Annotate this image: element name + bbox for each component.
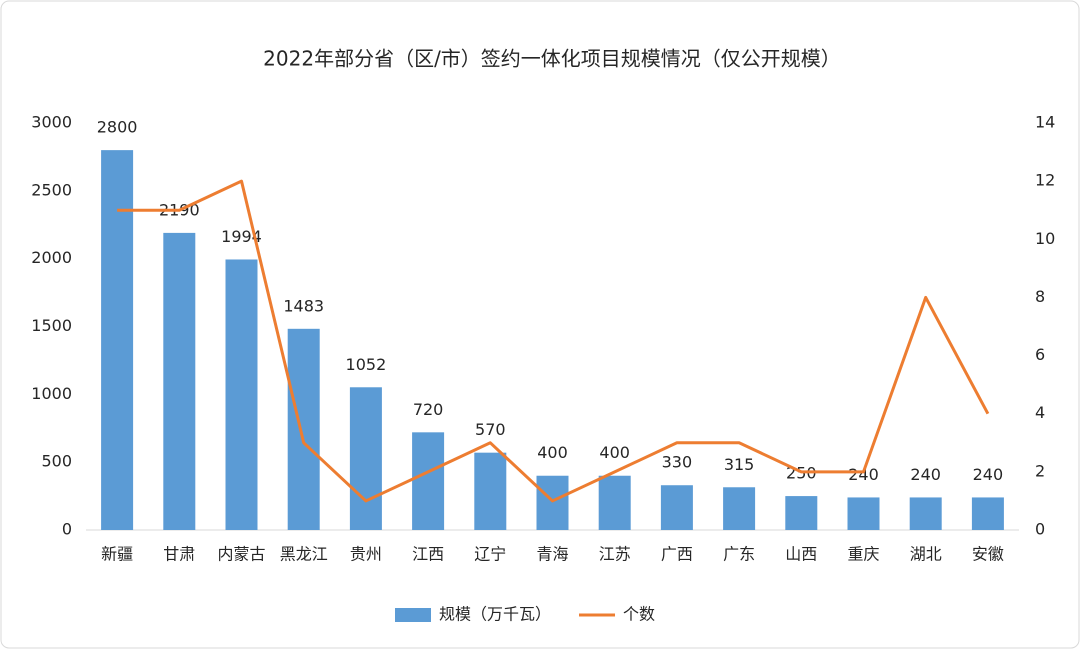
y2-tick-label: 8 (1035, 287, 1045, 306)
bar (349, 387, 382, 530)
legend-swatch (395, 608, 431, 622)
data-label: 1994 (221, 227, 262, 246)
y2-tick-label: 12 (1035, 171, 1055, 190)
bar (971, 497, 1004, 530)
x-tick-label: 安徽 (972, 545, 1004, 564)
x-tick-label: 湖北 (910, 545, 942, 564)
data-label: 720 (413, 400, 444, 419)
x-tick-label: 内蒙古 (217, 545, 265, 564)
y-tick-label: 2000 (31, 248, 72, 267)
bar (412, 432, 445, 530)
legend-label: 个数 (623, 605, 655, 624)
y2-tick-label: 2 (1035, 461, 1045, 480)
x-tick-label: 广西 (661, 545, 693, 564)
y-tick-label: 3000 (31, 113, 72, 132)
bar (163, 232, 196, 530)
bar (598, 475, 631, 530)
x-tick-label: 山西 (785, 545, 817, 564)
bar (909, 497, 942, 530)
y-tick-label: 1000 (31, 384, 72, 403)
bar (660, 485, 693, 530)
y2-tick-label: 0 (1035, 520, 1045, 539)
data-label: 570 (475, 420, 506, 439)
data-label: 315 (724, 455, 755, 474)
x-tick-label: 辽宁 (474, 545, 506, 564)
y2-tick-label: 4 (1035, 403, 1045, 422)
x-tick-label: 广东 (723, 545, 755, 564)
y-tick-label: 0 (62, 520, 72, 539)
y-tick-label: 2500 (31, 180, 72, 199)
legend-label: 规模（万千瓦） (439, 605, 551, 624)
data-label: 1052 (346, 355, 387, 374)
data-label: 400 (537, 443, 568, 462)
data-label: 400 (599, 443, 630, 462)
bar (785, 496, 818, 530)
x-tick-label: 新疆 (101, 545, 133, 564)
y-tick-label: 500 (41, 452, 72, 471)
bar (847, 497, 880, 530)
data-label: 240 (910, 465, 941, 484)
data-label: 2800 (97, 118, 138, 137)
data-label: 240 (848, 465, 879, 484)
x-tick-label: 青海 (536, 545, 568, 564)
data-label: 330 (662, 453, 693, 472)
x-tick-label: 黑龙江 (280, 545, 328, 564)
bar (287, 328, 320, 530)
data-label: 1483 (283, 296, 324, 315)
bar (225, 259, 258, 530)
x-tick-label: 重庆 (847, 545, 879, 564)
data-label: 240 (973, 465, 1004, 484)
bar (536, 475, 569, 530)
y-tick-label: 1500 (31, 316, 72, 335)
y2-tick-label: 10 (1035, 229, 1055, 248)
x-tick-label: 江苏 (599, 545, 631, 564)
y2-tick-label: 6 (1035, 345, 1045, 364)
x-tick-label: 江西 (412, 545, 444, 564)
x-tick-label: 甘肃 (163, 545, 195, 564)
line (117, 179, 990, 503)
y2-tick-label: 14 (1035, 113, 1055, 132)
bar (474, 452, 507, 530)
bar (723, 487, 756, 530)
chart-title: 2022年部分省（区/市）签约一体化项目规模情况（仅公开规模） (263, 47, 841, 71)
bar (101, 150, 134, 530)
x-tick-label: 贵州 (350, 545, 382, 564)
